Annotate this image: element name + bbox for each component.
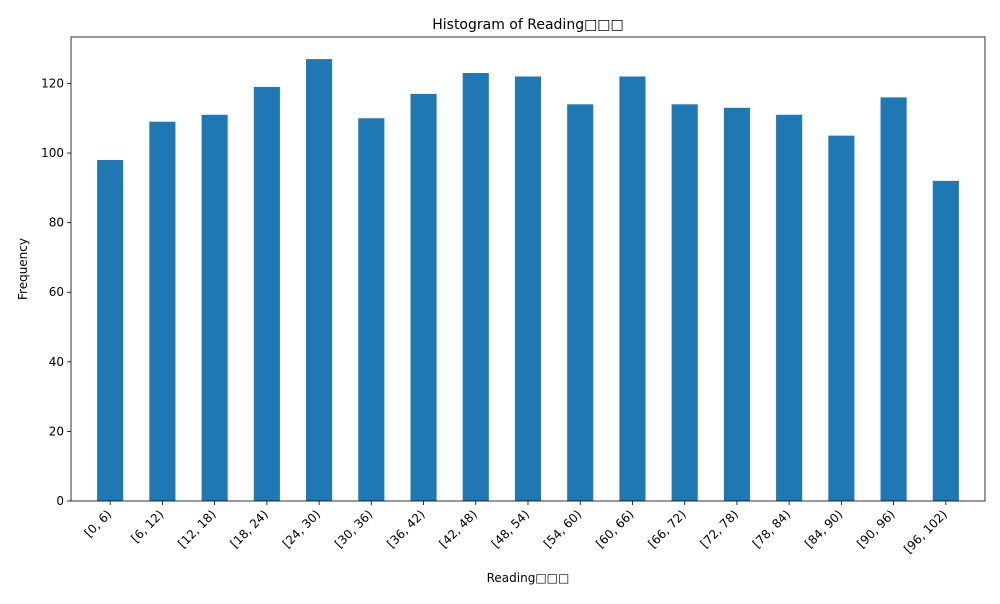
x-tick-label-14: [84, 90) [802, 507, 846, 551]
y-axis-ticks: 0 20 40 60 80 100 120 [41, 76, 71, 508]
bar-0 [97, 160, 124, 501]
bar-3 [253, 86, 280, 502]
x-tick-label-6: [36, 42) [384, 507, 428, 551]
x-tick-label-9: [54, 60) [541, 507, 585, 551]
bar-1 [149, 121, 176, 501]
bar-11 [671, 104, 698, 501]
x-tick-label-4: [24, 30) [280, 507, 324, 551]
x-tick-label-13: [78, 84) [750, 507, 794, 551]
bar-2 [201, 114, 228, 502]
y-tick-label-5: 100 [41, 146, 64, 160]
x-tick-label-0: [0, 6) [82, 507, 115, 540]
bar-4 [306, 59, 333, 501]
y-tick-label-1: 20 [49, 424, 64, 438]
y-axis-label: Frequency [16, 238, 30, 300]
y-tick-label-6: 120 [41, 76, 64, 90]
x-tick-label-5: [30, 36) [332, 507, 376, 551]
bar-16 [932, 180, 959, 501]
bar-15 [880, 97, 907, 502]
x-tick-label-2: [12, 18) [175, 507, 219, 551]
x-axis-ticks: [0, 6) [6, 12) [12, 18) [18, 24) [24, 30) [30… [82, 501, 950, 556]
bar-5 [358, 118, 385, 501]
x-tick-label-8: [48, 54) [489, 507, 533, 551]
x-tick-label-1: [6, 12) [128, 507, 166, 545]
y-tick-label-2: 40 [49, 355, 64, 369]
x-tick-label-12: [72, 78) [698, 507, 742, 551]
y-tick-label-3: 60 [49, 285, 64, 299]
bar-8 [514, 76, 542, 502]
axes-frame [70, 36, 986, 502]
bar-13 [776, 114, 803, 502]
bars-layer [97, 59, 959, 502]
bar-12 [723, 107, 750, 501]
x-tick-label-7: [42, 48) [436, 507, 480, 551]
x-tick-label-10: [60, 66) [593, 507, 637, 551]
y-tick-label-4: 80 [49, 216, 64, 230]
bar-6 [410, 93, 437, 501]
bar-10 [619, 76, 646, 502]
x-tick-label-3: [18, 24) [227, 507, 271, 551]
x-tick-label-15: [90, 96) [854, 507, 898, 551]
bar-7 [462, 73, 489, 501]
bar-9 [567, 104, 594, 501]
chart-title: Histogram of Reading□□□ [432, 17, 624, 33]
x-axis-label: Reading□□□ [487, 571, 570, 585]
bar-14 [828, 135, 855, 501]
x-tick-label-16: [96, 102) [901, 507, 950, 556]
x-tick-label-11: [66, 72) [645, 507, 689, 551]
y-tick-label-0: 0 [56, 494, 64, 508]
